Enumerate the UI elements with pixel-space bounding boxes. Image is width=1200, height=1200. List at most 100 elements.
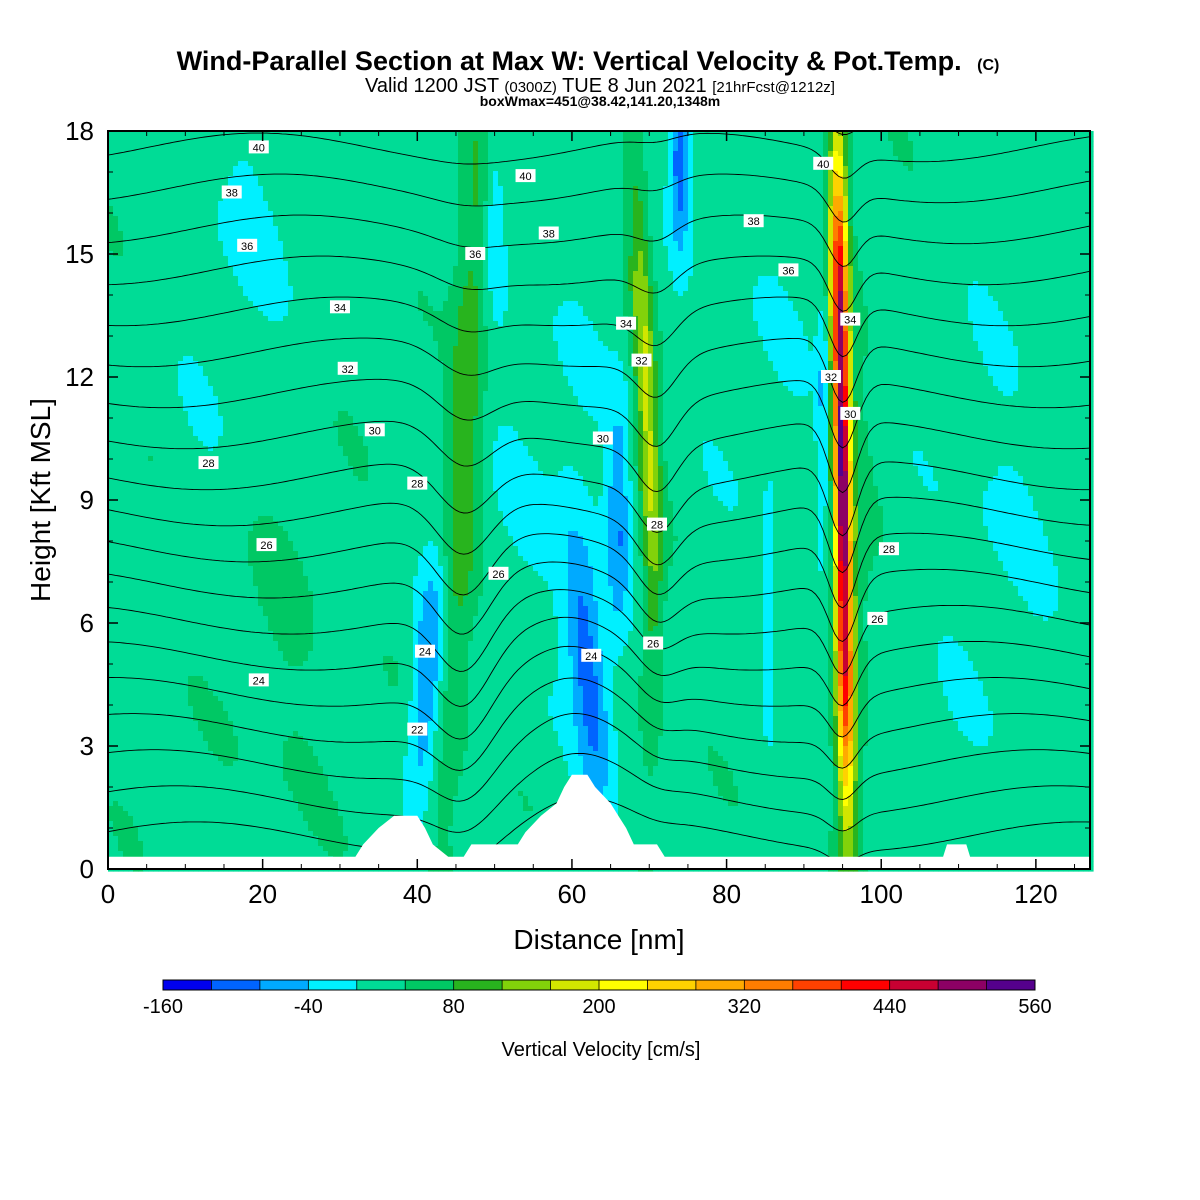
velocity-cell <box>528 211 534 217</box>
velocity-cell <box>388 141 394 147</box>
velocity-cell <box>128 256 134 262</box>
velocity-cell <box>438 216 444 222</box>
velocity-cell <box>988 131 994 137</box>
velocity-cell <box>248 176 254 182</box>
velocity-cell <box>228 216 234 222</box>
velocity-cell <box>1043 246 1049 252</box>
velocity-cell <box>563 191 569 197</box>
velocity-cell <box>423 151 429 157</box>
velocity-cell <box>743 136 749 142</box>
velocity-cell <box>173 206 179 212</box>
velocity-cell <box>478 201 484 207</box>
velocity-cell <box>538 131 544 137</box>
velocity-cell <box>788 221 794 227</box>
velocity-cell <box>268 216 274 222</box>
velocity-cell <box>1073 161 1079 167</box>
velocity-cell <box>703 156 709 162</box>
velocity-cell <box>1078 176 1084 182</box>
velocity-cell <box>203 186 209 192</box>
velocity-cell <box>633 206 639 212</box>
velocity-cell <box>343 211 349 217</box>
velocity-cell <box>153 231 159 237</box>
velocity-cell <box>563 156 569 162</box>
velocity-cell <box>123 131 129 137</box>
velocity-cell <box>978 141 984 147</box>
velocity-cell <box>673 201 679 207</box>
velocity-cell <box>663 216 669 222</box>
velocity-cell <box>113 216 119 222</box>
velocity-cell <box>708 181 714 187</box>
velocity-cell <box>368 151 374 157</box>
velocity-cell <box>558 246 564 252</box>
velocity-cell <box>988 236 994 242</box>
velocity-cell <box>388 216 394 222</box>
velocity-cell <box>758 251 764 257</box>
velocity-cell <box>1068 211 1074 217</box>
velocity-cell <box>998 211 1004 217</box>
velocity-cell <box>613 201 619 207</box>
velocity-cell <box>288 196 294 202</box>
velocity-cell <box>833 251 839 257</box>
velocity-cell <box>163 171 169 177</box>
velocity-cell <box>253 231 259 237</box>
velocity-cell <box>943 156 949 162</box>
velocity-cell <box>978 161 984 167</box>
velocity-cell <box>978 231 984 237</box>
velocity-cell <box>653 246 659 252</box>
velocity-cell <box>818 211 824 217</box>
velocity-cell <box>668 171 674 177</box>
velocity-cell <box>168 131 174 137</box>
velocity-cell <box>828 231 834 237</box>
velocity-cell <box>213 216 219 222</box>
velocity-cell <box>428 176 434 182</box>
velocity-cell <box>843 161 849 167</box>
velocity-cell <box>128 231 134 237</box>
velocity-cell <box>253 181 259 187</box>
velocity-cell <box>348 226 354 232</box>
velocity-cell <box>243 211 249 217</box>
velocity-cell <box>913 161 919 167</box>
velocity-cell <box>363 191 369 197</box>
velocity-cell <box>818 171 824 177</box>
velocity-cell <box>973 246 979 252</box>
velocity-cell <box>643 221 649 227</box>
velocity-cell <box>968 206 974 212</box>
velocity-cell <box>733 131 739 137</box>
velocity-cell <box>568 176 574 182</box>
velocity-cell <box>438 171 444 177</box>
velocity-cell <box>233 246 239 252</box>
velocity-cell <box>618 151 624 157</box>
velocity-cell <box>1048 251 1054 257</box>
velocity-cell <box>253 251 259 257</box>
velocity-cell <box>873 151 879 157</box>
velocity-cell <box>208 226 214 232</box>
velocity-cell <box>303 156 309 162</box>
velocity-cell <box>1048 151 1054 157</box>
velocity-cell <box>483 176 489 182</box>
velocity-cell <box>283 146 289 152</box>
velocity-cell <box>923 176 929 182</box>
velocity-cell <box>468 151 474 157</box>
velocity-cell <box>898 201 904 207</box>
velocity-cell <box>658 166 664 172</box>
velocity-cell <box>763 216 769 222</box>
velocity-cell <box>823 191 829 197</box>
velocity-cell <box>823 196 829 202</box>
velocity-cell <box>858 151 864 157</box>
velocity-cell <box>228 206 234 212</box>
velocity-cell <box>303 141 309 147</box>
velocity-cell <box>563 151 569 157</box>
velocity-cell <box>153 141 159 147</box>
velocity-cell <box>788 196 794 202</box>
velocity-cell <box>543 196 549 202</box>
velocity-cell <box>908 166 914 172</box>
velocity-cell <box>843 236 849 242</box>
velocity-cell <box>993 131 999 137</box>
velocity-cell <box>498 136 504 142</box>
velocity-cell <box>433 216 439 222</box>
velocity-cell <box>728 201 734 207</box>
velocity-cell <box>623 171 629 177</box>
velocity-cell <box>1018 171 1024 177</box>
velocity-cell <box>308 221 314 227</box>
